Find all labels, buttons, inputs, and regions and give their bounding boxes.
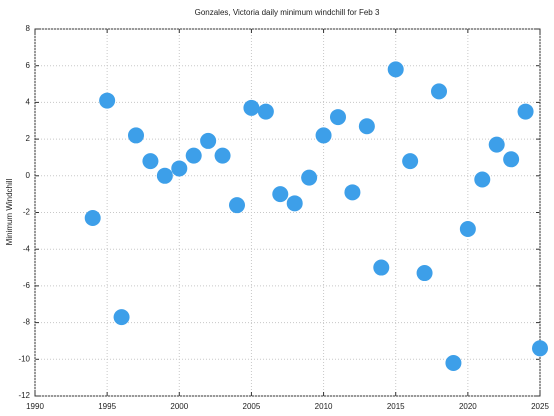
data-point (229, 197, 245, 214)
data-point (185, 147, 202, 164)
data-point (344, 184, 361, 201)
data-point (387, 61, 404, 78)
x-tick-label: 2025 (531, 402, 549, 411)
y-tick-label: -10 (18, 354, 30, 363)
y-tick-label: 8 (26, 24, 31, 33)
y-tick-label: -6 (23, 281, 31, 290)
y-axis-label: Minimum Windchill (5, 178, 14, 245)
y-tick-label: 0 (26, 171, 31, 180)
y-tick-label: -2 (23, 208, 31, 217)
data-point (156, 167, 173, 184)
data-point (99, 92, 116, 109)
data-point (315, 127, 332, 144)
data-point (488, 136, 505, 153)
chart-title: Gonzales, Victoria daily minimum windchi… (195, 8, 380, 17)
data-point (128, 127, 144, 144)
data-point (200, 132, 217, 149)
y-tick-label: 6 (26, 61, 31, 70)
data-point (517, 103, 534, 120)
x-tick-label: 1995 (98, 402, 116, 411)
data-point (301, 169, 318, 186)
y-tick-label: -4 (23, 244, 31, 253)
x-tick-label: 2020 (459, 402, 477, 411)
data-point (459, 221, 476, 238)
data-point (431, 83, 447, 100)
x-tick-label: 2015 (387, 402, 405, 411)
y-tick-label: -8 (23, 318, 31, 327)
x-tick-label: 2005 (243, 402, 261, 411)
data-point (142, 153, 159, 170)
x-tick-label: 2000 (170, 402, 188, 411)
data-point (474, 171, 491, 188)
data-point (84, 210, 101, 227)
x-tick-label: 1990 (26, 402, 44, 411)
data-point (503, 151, 520, 168)
data-point (358, 118, 375, 135)
data-point (272, 186, 289, 203)
data-point (416, 265, 433, 282)
data-point (243, 99, 260, 116)
y-tick-label: -12 (18, 391, 30, 400)
data-point (171, 160, 188, 177)
data-point (373, 259, 390, 276)
y-tick-label: 2 (26, 134, 31, 143)
data-point (330, 109, 346, 126)
data-point (286, 195, 303, 212)
data-point (113, 309, 130, 326)
data-point (445, 354, 462, 371)
data-point (402, 153, 419, 170)
data-point (214, 147, 231, 164)
data-point (532, 340, 548, 357)
x-tick-label: 2010 (315, 402, 333, 411)
y-tick-label: 4 (26, 98, 31, 107)
data-point (257, 103, 274, 120)
